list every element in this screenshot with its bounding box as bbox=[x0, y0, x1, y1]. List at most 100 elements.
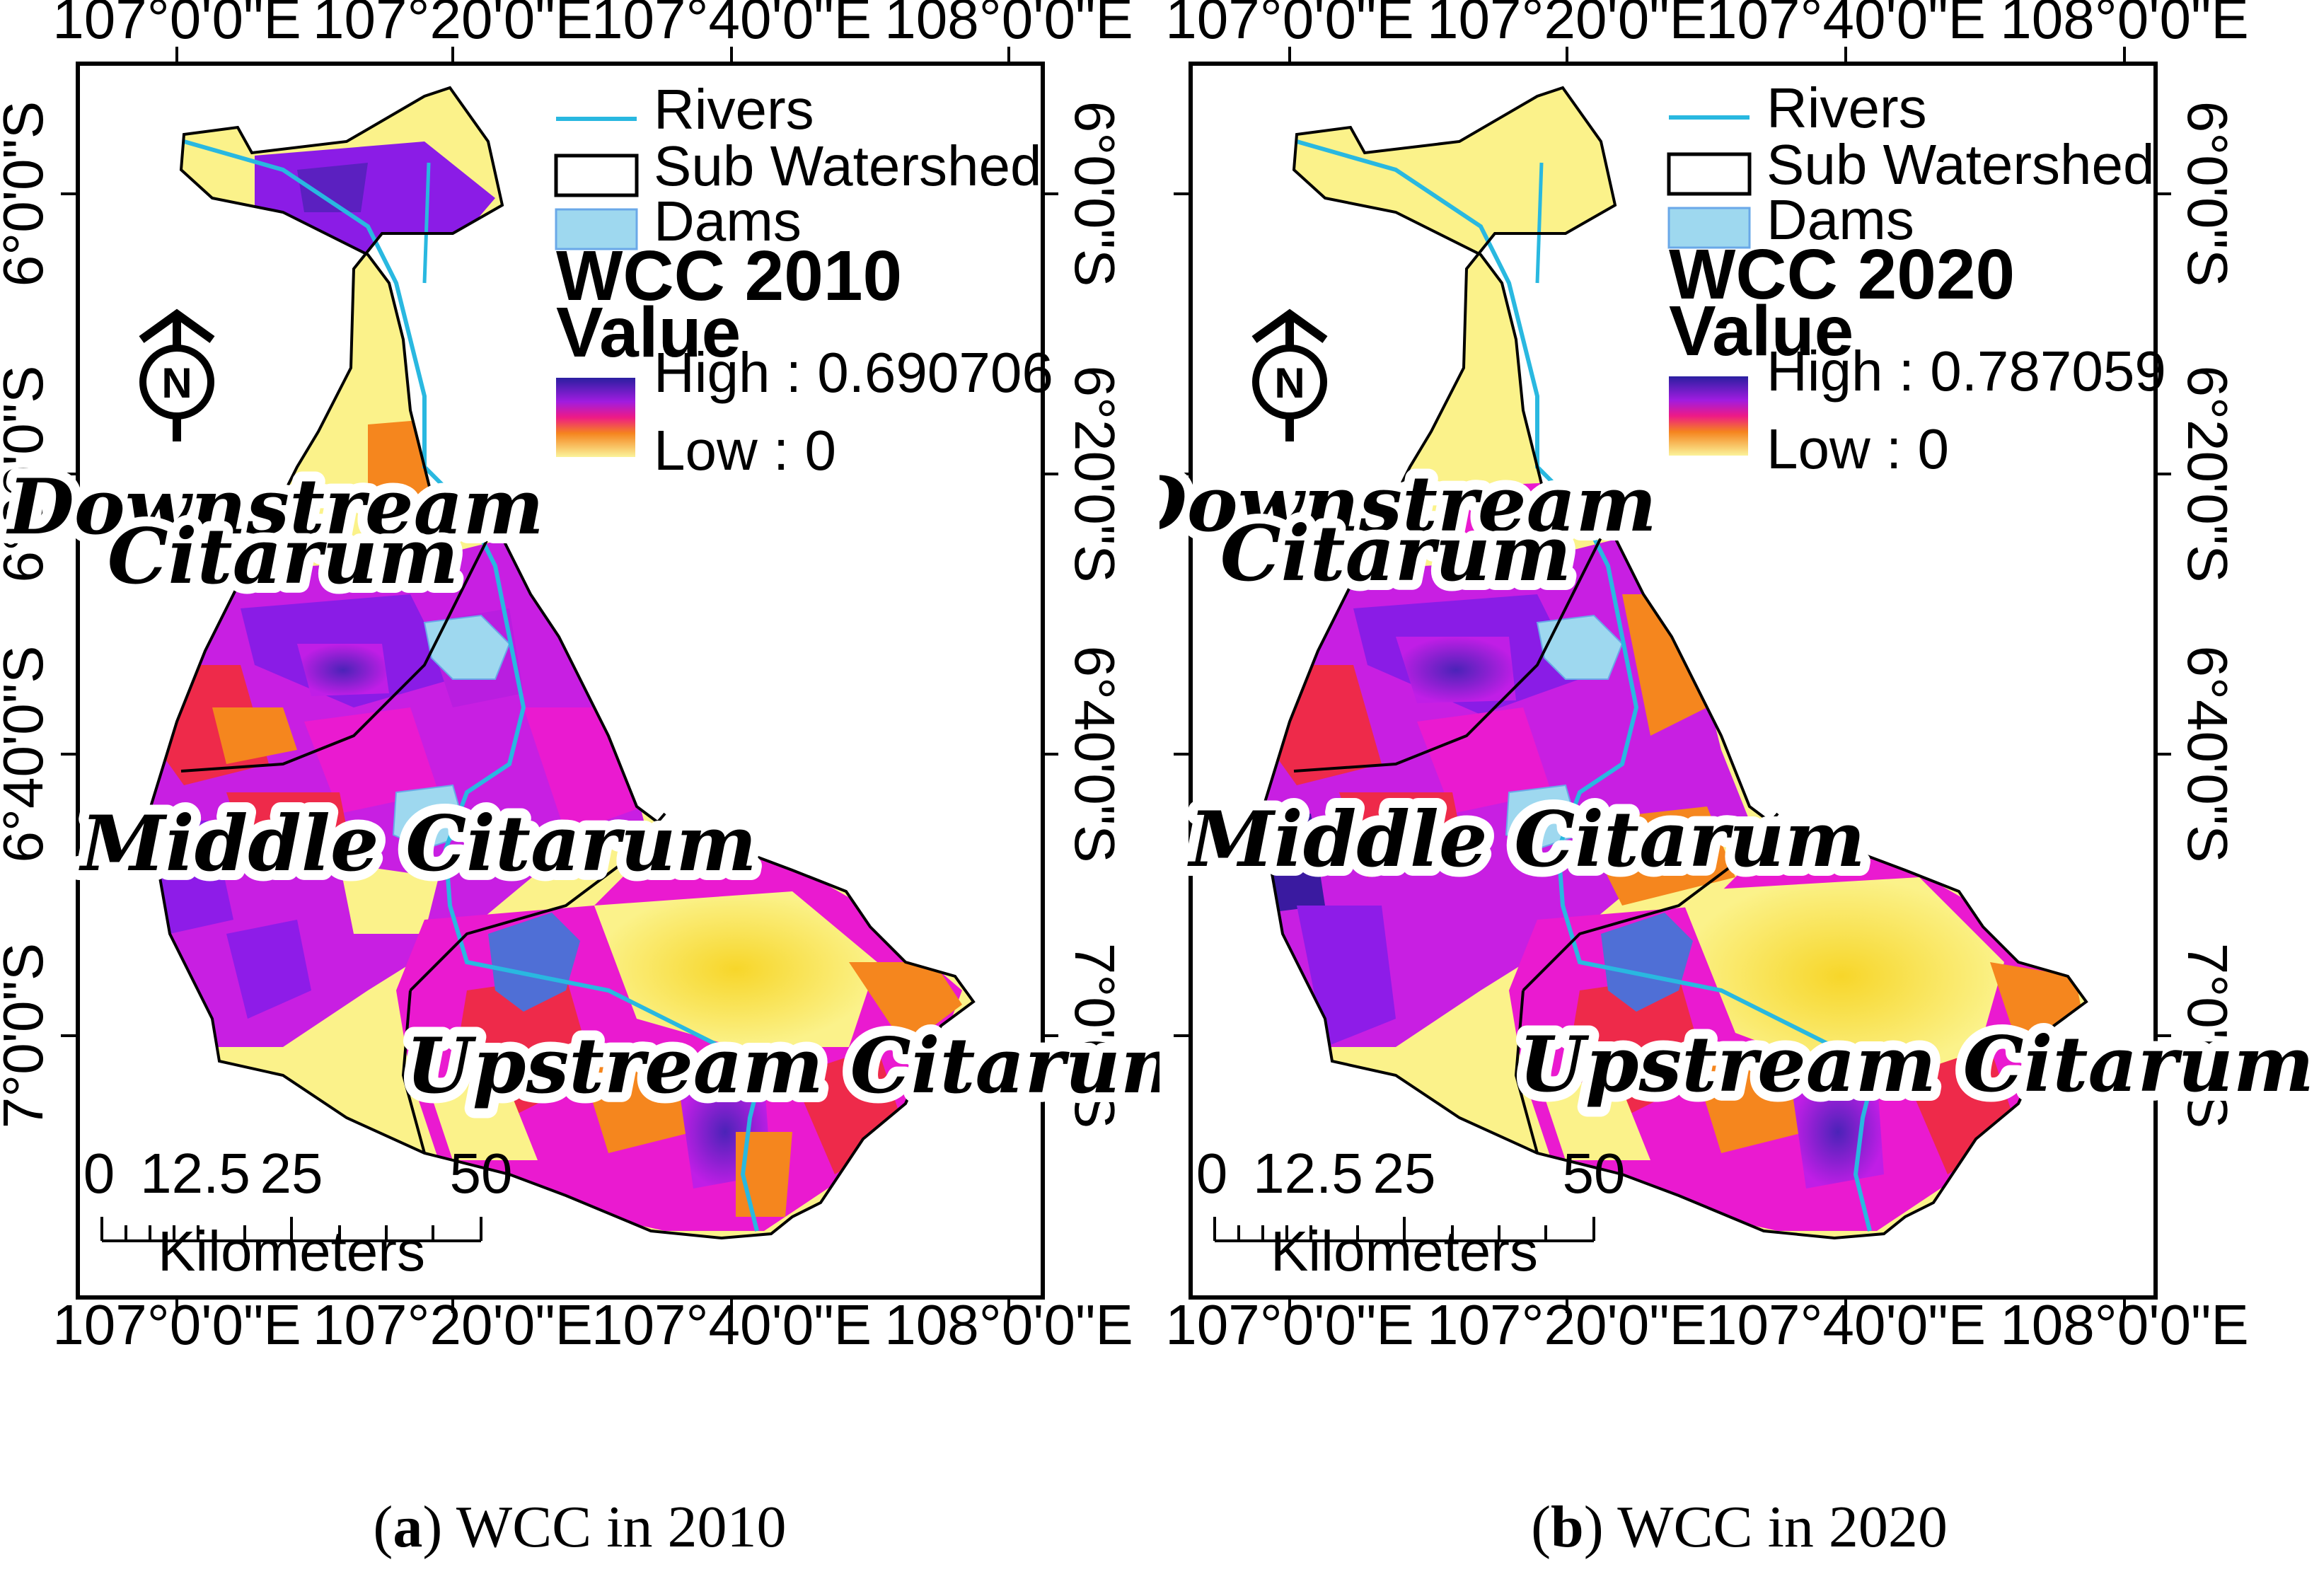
dam-jatiluhur bbox=[423, 614, 511, 680]
caption-b: (b) WCC in 2020 bbox=[1531, 1494, 1948, 1560]
lat-label: 7°0'0"S bbox=[1063, 943, 1126, 1129]
label-upstream: Upstream Citarum bbox=[406, 1022, 1160, 1111]
label-downstream: Downstream bbox=[1160, 460, 1657, 549]
lat-label: 6°40'0"S bbox=[2176, 646, 2239, 863]
map-svg-a: 107°0'0"E 107°20'0"E 107°40'0"E 108°0'0"… bbox=[0, 0, 1211, 1356]
legend-high: High : 0.787059 bbox=[1766, 340, 2166, 403]
legend-rivers: Rivers bbox=[654, 78, 814, 141]
map-panel-b: 107°0'0"E 107°20'0"E 107°40'0"E 108°0'0"… bbox=[1109, 0, 2319, 1592]
scale-tick: 0 bbox=[83, 1142, 115, 1205]
scale-tick: 12.5 bbox=[1253, 1142, 1363, 1205]
sub-watershed-boundary bbox=[1293, 537, 1602, 773]
legend-title: WCC 2010 bbox=[556, 236, 902, 316]
scale-tick: 50 bbox=[1563, 1142, 1626, 1205]
map-panel-a: 107°0'0"E 107°20'0"E 107°40'0"E 108°0'0"… bbox=[0, 0, 1211, 1592]
sub-watershed-boundary bbox=[180, 537, 490, 773]
lat-label: 6°0'0"S bbox=[2176, 101, 2239, 287]
legend-sub-watershed: Sub Watershed bbox=[654, 134, 1041, 197]
dam-cirata bbox=[1505, 784, 1581, 850]
scale-tick: 0 bbox=[1196, 1142, 1228, 1205]
legend-rivers: Rivers bbox=[1766, 76, 1927, 139]
scale-tick: 12.5 bbox=[140, 1142, 250, 1205]
sub-watershed-boundary bbox=[409, 812, 666, 992]
lon-label: 107°20'0"E bbox=[1427, 0, 1707, 50]
top-longitude-labels: 107°0'0"E 107°20'0"E 107°40'0"E 108°0'0"… bbox=[52, 0, 1133, 50]
lat-label: 6°0'0"S bbox=[1063, 101, 1126, 287]
lat-label: 7°0'0"S bbox=[0, 943, 54, 1129]
legend-sub-watershed: Sub Watershed bbox=[1766, 133, 2154, 196]
scale-tick: 25 bbox=[260, 1142, 323, 1205]
scale-bar: 0 12.5 25 50 Kilometers bbox=[83, 1142, 513, 1283]
right-latitude-labels: 6°0'0"S 6°20'0"S 6°40'0"S 7°0'0"S bbox=[2176, 101, 2239, 1129]
lat-label: 6°0'0"S bbox=[0, 101, 54, 287]
caption-text: WCC in 2020 bbox=[1603, 1494, 1948, 1560]
lon-label: 107°0'0"E bbox=[52, 1293, 301, 1356]
lon-label: 107°0'0"E bbox=[52, 0, 301, 50]
scale-tick: 25 bbox=[1373, 1142, 1436, 1205]
lon-label: 107°0'0"E bbox=[1165, 1293, 1413, 1356]
label-upstream: Upstream Citarum bbox=[1519, 1020, 2314, 1109]
scale-unit: Kilometers bbox=[1271, 1220, 1538, 1283]
dam-saguling bbox=[488, 913, 580, 1012]
top-longitude-labels: 107°0'0"E 107°20'0"E 107°40'0"E 108°0'0"… bbox=[1165, 0, 2248, 50]
north-arrow-icon: N bbox=[1251, 308, 1328, 441]
legend-high: High : 0.690706 bbox=[654, 341, 1053, 404]
bottom-longitude-labels: 107°0'0"E 107°20'0"E 107°40'0"E 108°0'0"… bbox=[1165, 1293, 2248, 1356]
dam-saguling bbox=[1601, 913, 1693, 1012]
dam-cirata bbox=[392, 784, 468, 850]
lon-label: 108°0'0"E bbox=[2000, 0, 2248, 50]
lat-label: 7°0'0"S bbox=[2176, 943, 2239, 1129]
legend-gradient bbox=[1669, 376, 1748, 456]
caption-letter: b bbox=[1551, 1494, 1584, 1560]
lat-label: 6°40'0"S bbox=[0, 646, 54, 863]
legend-dams: Dams bbox=[654, 190, 802, 253]
label-downstream-2: Citarum bbox=[1220, 509, 1572, 598]
legend: Rivers Sub Watershed Dams WCC 2020 Value… bbox=[1667, 76, 2166, 480]
lon-label: 108°0'0"E bbox=[2000, 1293, 2248, 1356]
legend: Rivers Sub Watershed Dams WCC 2010 Value… bbox=[554, 78, 1053, 482]
bottom-longitude-labels: 107°0'0"E 107°20'0"E 107°40'0"E 108°0'0"… bbox=[52, 1293, 1133, 1356]
lat-label: 6°40'0"S bbox=[1063, 646, 1126, 863]
basin-outline bbox=[146, 86, 976, 1240]
legend-gradient bbox=[556, 378, 635, 457]
label-middle: Middle Citarum bbox=[78, 799, 757, 889]
basin-outline bbox=[1259, 86, 2088, 1240]
lon-label: 107°0'0"E bbox=[1165, 0, 1413, 50]
label-middle: Middle Citarum bbox=[1186, 795, 1866, 884]
river-citarum bbox=[183, 139, 767, 1232]
caption-letter: a bbox=[393, 1494, 423, 1560]
legend-value-heading: Value bbox=[1669, 291, 1854, 371]
lon-label: 108°0'0"E bbox=[884, 1293, 1133, 1356]
legend-low: Low : 0 bbox=[1766, 417, 1949, 480]
north-letter: N bbox=[1274, 359, 1305, 407]
dam-jatiluhur bbox=[1536, 614, 1624, 680]
legend-low: Low : 0 bbox=[654, 419, 836, 482]
lat-label: 6°20'0"S bbox=[2176, 366, 2239, 583]
lat-label: 6°20'0"S bbox=[0, 366, 54, 583]
lon-label: 107°40'0"E bbox=[591, 0, 872, 50]
legend-title: WCC 2020 bbox=[1669, 235, 2015, 314]
right-latitude-labels: 6°0'0"S 6°20'0"S 6°40'0"S 7°0'0"S bbox=[1063, 101, 1126, 1129]
label-downstream-2: Citarum bbox=[108, 512, 459, 601]
legend-value-heading: Value bbox=[556, 293, 741, 372]
north-letter: N bbox=[161, 359, 192, 407]
sub-watershed-boundary bbox=[1522, 812, 1779, 992]
map-svg-b: 107°0'0"E 107°20'0"E 107°40'0"E 108°0'0"… bbox=[1109, 0, 2319, 1356]
scale-bar: 0 12.5 25 50 Kilometers bbox=[1196, 1142, 1626, 1283]
legend-dams: Dams bbox=[1766, 188, 1914, 251]
lon-label: 108°0'0"E bbox=[884, 0, 1133, 50]
lon-label: 107°20'0"E bbox=[1427, 1293, 1707, 1356]
caption-a: (a) WCC in 2010 bbox=[373, 1494, 787, 1560]
caption-text: WCC in 2010 bbox=[442, 1494, 787, 1560]
lon-label: 107°20'0"E bbox=[313, 1293, 593, 1356]
lat-label: 6°20'0"S bbox=[1063, 366, 1126, 583]
scale-tick: 50 bbox=[450, 1142, 513, 1205]
scale-unit: Kilometers bbox=[158, 1220, 425, 1283]
left-latitude-labels: 6°0'0"S 6°20'0"S 6°40'0"S 7°0'0"S bbox=[0, 101, 54, 1129]
lon-label: 107°40'0"E bbox=[1706, 1293, 1986, 1356]
north-arrow-icon: N bbox=[139, 308, 215, 441]
river-citarum bbox=[1296, 139, 1880, 1232]
lon-label: 107°20'0"E bbox=[313, 0, 593, 50]
lon-label: 107°40'0"E bbox=[591, 1293, 872, 1356]
label-downstream: Downstream bbox=[6, 463, 544, 552]
